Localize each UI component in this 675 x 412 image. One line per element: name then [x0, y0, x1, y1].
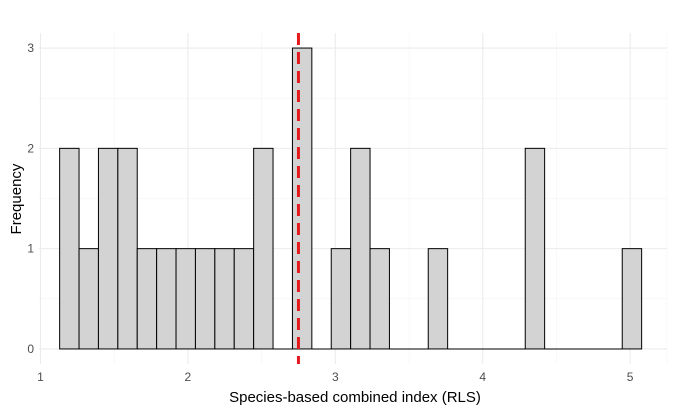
bars-layer [59, 47, 643, 350]
y-tick-label: 0 [27, 342, 34, 356]
histogram-bar [291, 47, 313, 350]
histogram-bar [233, 248, 255, 350]
histogram-bar [621, 248, 643, 350]
y-tick-label: 3 [27, 41, 34, 55]
y-tick-label: 2 [27, 141, 34, 155]
x-tick-label: 5 [627, 370, 634, 384]
x-tick-label: 4 [479, 370, 486, 384]
histogram-bar [136, 248, 158, 350]
histogram-bar [78, 248, 99, 350]
histogram-bar [350, 147, 371, 350]
y-tick-label: 1 [27, 242, 34, 256]
x-tick-label: 3 [332, 370, 339, 384]
histogram-bar [59, 147, 80, 350]
histogram-bar [97, 147, 119, 350]
histogram-bar [524, 147, 546, 350]
histogram-bar [117, 147, 138, 350]
x-axis-title: Species-based combined index (RLS) [229, 389, 481, 406]
y-axis-title: Frequency [8, 163, 25, 234]
x-tick-label: 1 [37, 370, 44, 384]
histogram-bar [253, 147, 274, 350]
x-tick-label: 2 [185, 370, 192, 384]
histogram-bar [330, 248, 352, 350]
histogram-bar [194, 248, 216, 350]
histogram-bar [214, 248, 235, 350]
histogram-bar [175, 248, 196, 350]
histogram-bar [156, 248, 177, 350]
histogram-bar [427, 248, 449, 350]
histogram-bar [369, 248, 390, 350]
